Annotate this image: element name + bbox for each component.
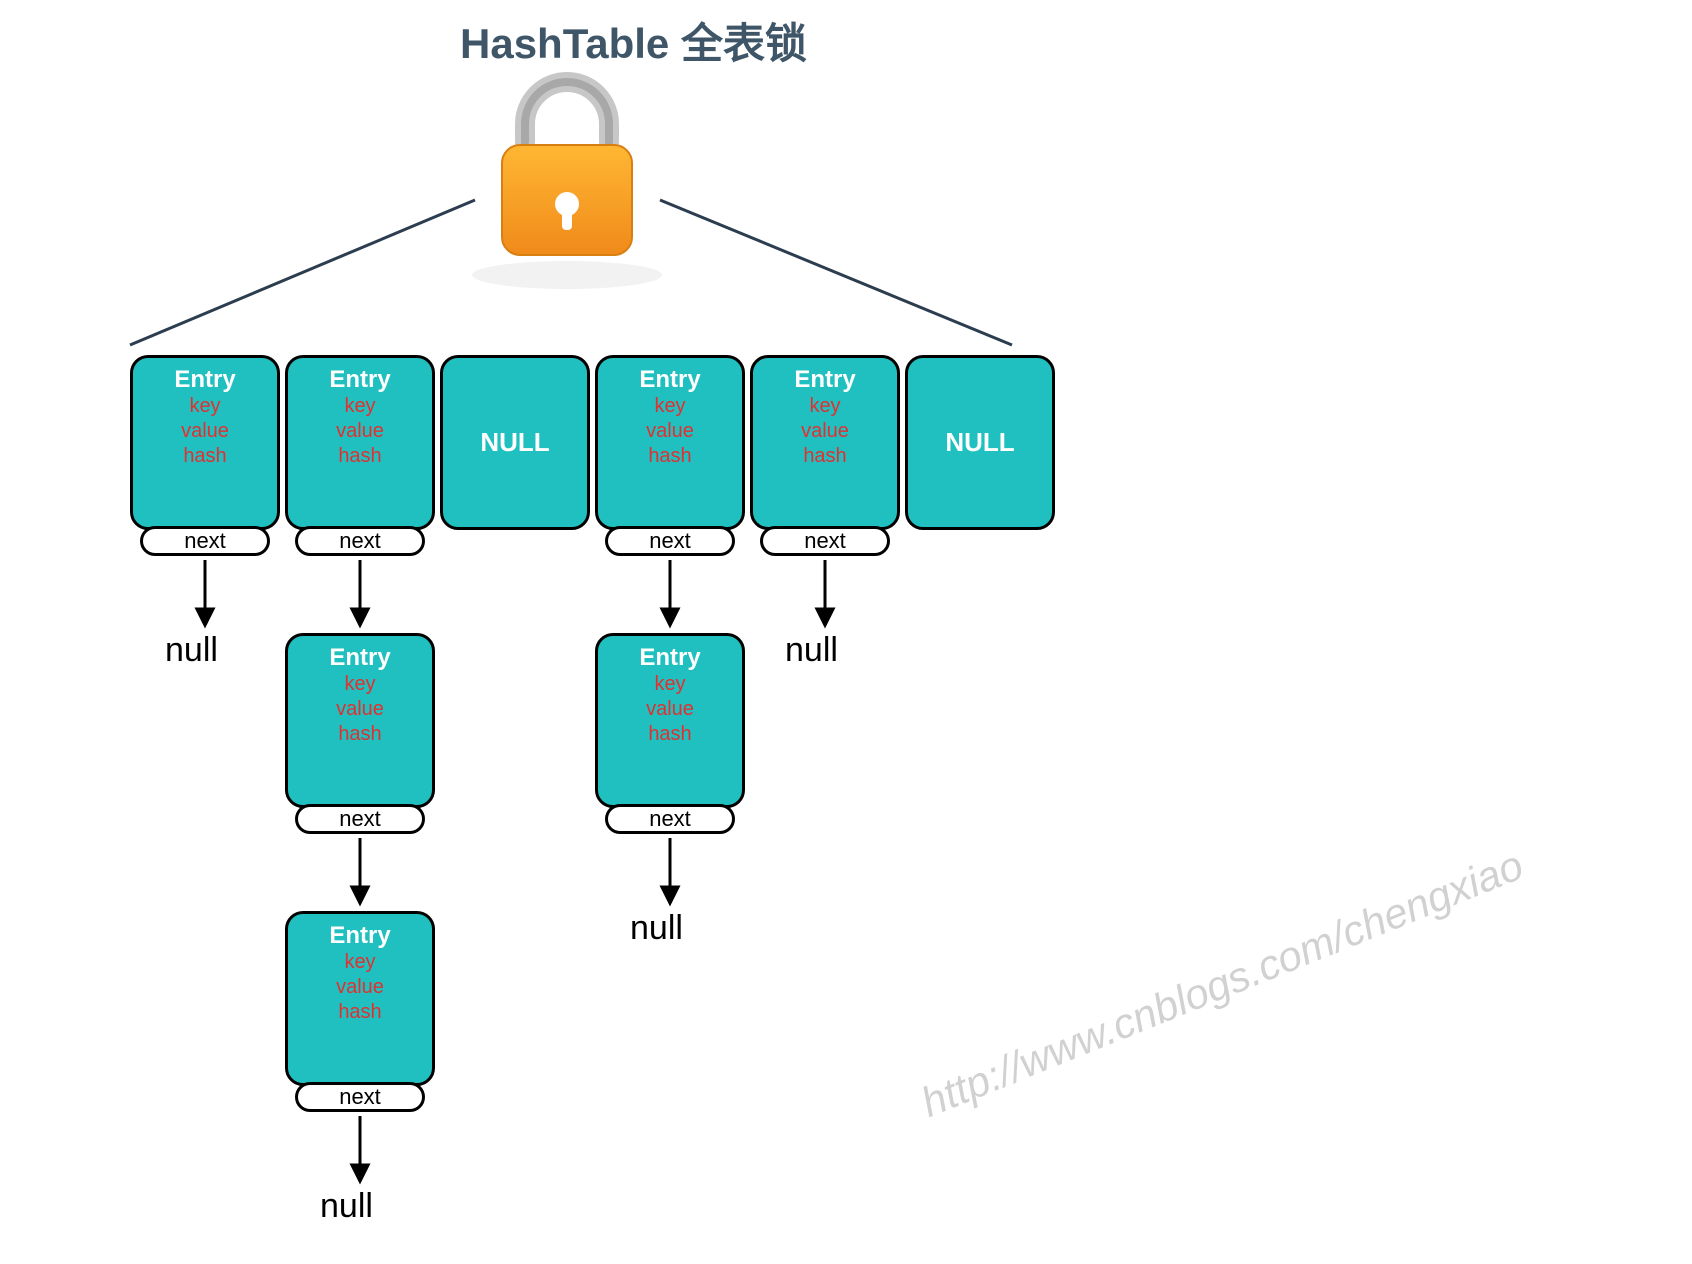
diagram-stage: HashTable 全表锁EntrykeyvaluehashnextnullEn… bbox=[0, 0, 1692, 1264]
arrow-layer bbox=[0, 0, 1692, 1264]
